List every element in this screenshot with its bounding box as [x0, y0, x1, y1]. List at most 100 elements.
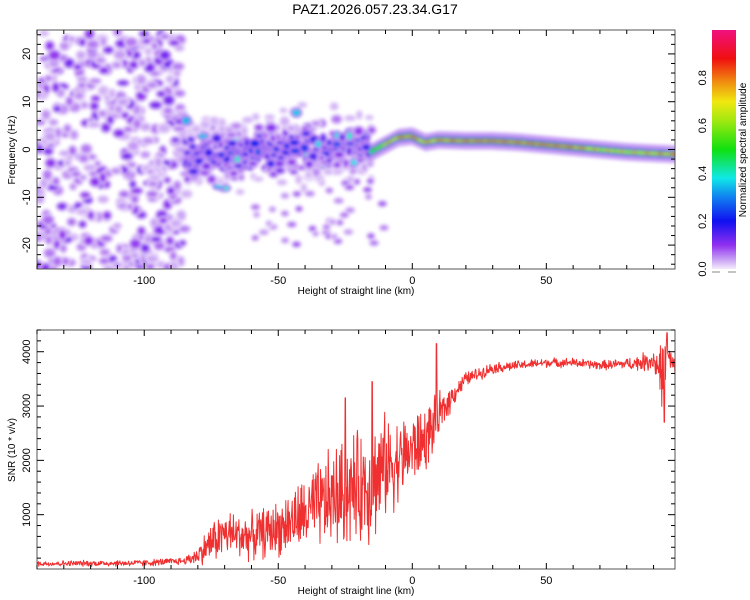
heatmap-cell [161, 166, 167, 171]
heatmap-cell [163, 95, 174, 105]
spectrogram-heatmap [37, 30, 675, 269]
x-tick-label: -50 [270, 275, 286, 287]
heatmap-cell [177, 257, 184, 266]
heatmap-cell [127, 162, 136, 168]
heatmap-cell [81, 259, 92, 265]
heatmap-cell [151, 237, 161, 242]
heatmap-cell [198, 133, 208, 139]
heatmap-cell [85, 30, 94, 39]
heatmap-cell [234, 163, 243, 169]
heatmap-cell [154, 242, 164, 250]
heatmap-cell [354, 127, 363, 136]
heatmap-cell [130, 181, 136, 188]
heatmap-cell [330, 103, 338, 110]
heatmap-cell [280, 108, 287, 113]
heatmap-cell [255, 124, 263, 131]
heatmap-cell [308, 152, 318, 161]
heatmap-cell [52, 83, 59, 92]
heatmap-cell [238, 174, 244, 180]
heatmap-cell [164, 177, 171, 183]
heatmap-cell [78, 82, 87, 88]
heatmap-cell [166, 76, 174, 83]
y-tick-label: 20 [21, 48, 33, 60]
heatmap-cell [296, 206, 302, 211]
spectrogram-y-ticks: -20 -10 0 10 20 [21, 34, 675, 265]
snr-series-line [37, 332, 675, 567]
heatmap-cell [87, 40, 99, 49]
heatmap-cell [319, 180, 325, 186]
heatmap-cell [277, 180, 286, 185]
heatmap-cell [84, 236, 93, 245]
heatmap-cell [77, 51, 85, 59]
heatmap-cell [320, 134, 326, 142]
heatmap-cell [265, 115, 274, 119]
heatmap-cell [361, 163, 367, 172]
heatmap-cell [305, 161, 313, 168]
heatmap-cell [146, 255, 158, 262]
chart-title: PAZ1.2026.057.23.34.G17 [292, 1, 458, 17]
heatmap-cell [346, 208, 354, 213]
heatmap-cell [344, 229, 352, 234]
heatmap-cell [112, 62, 121, 68]
heatmap-cell [44, 132, 55, 141]
heatmap-cell [171, 219, 181, 228]
heatmap-cell [179, 225, 190, 232]
heatmap-cell [155, 157, 162, 167]
heatmap-cell [64, 124, 71, 133]
heatmap-cell [380, 225, 388, 230]
heatmap-cell [366, 194, 371, 199]
heatmap-cell [345, 185, 354, 190]
heatmap-cell [74, 92, 84, 100]
heatmap-cell [64, 59, 74, 68]
heatmap-cell [282, 238, 288, 243]
heatmap-cell [326, 234, 331, 239]
heatmap-cell [101, 235, 112, 242]
snr-x-axis-label: Height of straight line (km) [298, 586, 415, 597]
heatmap-cell [45, 236, 52, 244]
heatmap-cell [128, 141, 139, 151]
heatmap-cell [139, 60, 146, 66]
heatmap-cell [355, 179, 360, 184]
heatmap-cell [289, 139, 300, 146]
heatmap-cell [157, 91, 165, 97]
heatmap-cell [100, 249, 110, 256]
heatmap-cell [103, 47, 113, 54]
heatmap-cell [80, 175, 86, 180]
heatmap-cell [98, 110, 107, 117]
heatmap-cell [201, 121, 210, 129]
heatmap-cell [227, 140, 237, 147]
heatmap-cell [212, 134, 222, 143]
heatmap-cell [250, 139, 260, 148]
heatmap-cell [260, 230, 268, 235]
heatmap-cell [123, 265, 130, 269]
heatmap-cell [313, 231, 318, 236]
heatmap-cell [44, 249, 55, 258]
heatmap-cell [364, 187, 371, 192]
y-tick-label: 3000 [21, 394, 33, 418]
heatmap-cell [333, 162, 341, 169]
heatmap-cell [159, 217, 168, 224]
heatmap-cell [146, 169, 154, 174]
colorbar-gradient [712, 30, 736, 269]
heatmap-cell [103, 266, 114, 269]
heatmap-cell [99, 67, 109, 74]
heatmap-cell [332, 141, 341, 147]
heatmap-cell [301, 184, 307, 192]
heatmap-cell [194, 151, 200, 156]
heatmap-cell [131, 195, 138, 203]
heatmap-cell [172, 63, 184, 70]
heatmap-cell [80, 192, 90, 198]
heatmap-cell [121, 112, 129, 119]
heatmap-cell [173, 126, 185, 131]
heatmap-cell [293, 242, 300, 247]
heatmap-cell [252, 114, 259, 120]
y-tick-label: 1000 [21, 502, 33, 526]
colorbar-tick-label: 0.8 [697, 70, 709, 85]
heatmap-cell [184, 150, 191, 155]
heatmap-cell [99, 258, 109, 264]
heatmap-cell [269, 207, 275, 212]
x-tick-label: 50 [540, 275, 552, 287]
heatmap-cell [130, 239, 141, 249]
